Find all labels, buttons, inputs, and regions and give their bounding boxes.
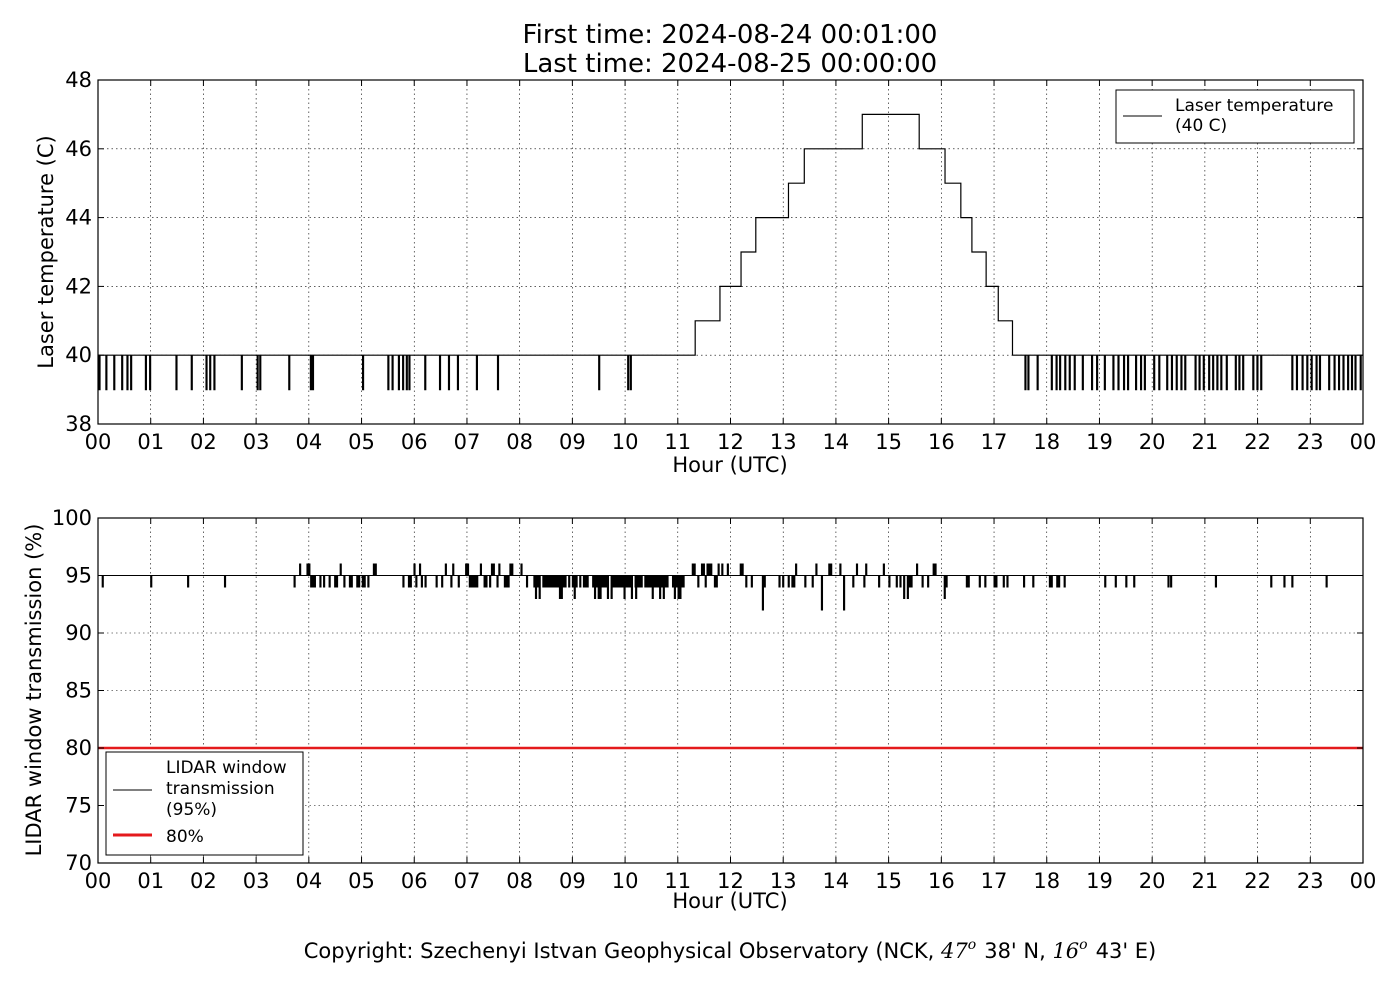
x-tick-label: 20 [1139, 430, 1166, 454]
y-tick-label: 42 [65, 274, 92, 298]
x-tick-label: 00 [85, 869, 112, 893]
x-tick-label: 13 [770, 430, 797, 454]
x-tick-label: 08 [506, 430, 533, 454]
x-tick-label: 21 [1192, 430, 1219, 454]
x-tick-label: 10 [612, 430, 639, 454]
y-tick-label: 48 [65, 68, 92, 92]
x-tick-label: 07 [454, 869, 481, 893]
x-tick-label: 15 [875, 869, 902, 893]
x-tick-label: 19 [1086, 430, 1113, 454]
lidar-legend-label-threshold: 80% [166, 827, 204, 847]
x-tick-label: 16 [928, 430, 955, 454]
y-tick-label: 70 [65, 851, 92, 875]
y-tick-label: 40 [65, 343, 92, 367]
lidar-y-axis-label: LIDAR window transmission (%) [22, 524, 46, 857]
lidar-legend: LIDAR window transmission (95%) 80% [105, 751, 304, 856]
x-tick-label: 11 [664, 430, 691, 454]
title-line-2: Last time: 2024-08-25 00:00:00 [523, 49, 937, 79]
laser-legend-label-line-1: Laser temperature [1175, 96, 1333, 116]
y-tick-label: 44 [65, 206, 92, 230]
x-tick-label: 05 [348, 430, 375, 454]
laser-series [98, 113, 1363, 391]
laser-x-axis-label: Hour (UTC) [672, 453, 787, 477]
x-tick-label: 01 [137, 430, 164, 454]
laser-temperature-line [98, 113, 1363, 391]
y-tick-label: 38 [65, 412, 92, 436]
x-tick-label: 01 [137, 869, 164, 893]
x-tick-label: 18 [1033, 869, 1060, 893]
laser-legend-label-line-2: (40 C) [1175, 116, 1227, 136]
x-tick-label: 09 [559, 869, 586, 893]
lidar-transmission-line [98, 563, 1363, 611]
x-tick-label: 22 [1244, 430, 1271, 454]
x-tick-label: 11 [664, 869, 691, 893]
x-tick-label: 00 [85, 430, 112, 454]
copyright-footer-prefix: Copyright: Szechenyi Istvan Geophysical … [304, 939, 941, 963]
longitude-degree-symbol: o [1079, 937, 1087, 953]
y-tick-label: 46 [65, 137, 92, 161]
x-tick-label: 14 [823, 430, 850, 454]
x-tick-label: 03 [243, 869, 270, 893]
lidar-legend-label-line-1: LIDAR window [166, 758, 287, 778]
y-tick-label: 80 [65, 736, 92, 760]
x-tick-label: 14 [823, 869, 850, 893]
x-tick-label: 12 [717, 869, 744, 893]
x-tick-label: 12 [717, 430, 744, 454]
copyright-footer: Copyright: Szechenyi Istvan Geophysical … [304, 937, 1157, 963]
title-line-1: First time: 2024-08-24 00:01:00 [523, 20, 938, 50]
y-tick-label: 75 [65, 794, 92, 818]
latitude-degree-symbol: o [968, 937, 976, 953]
y-tick-label: 95 [65, 564, 92, 588]
x-tick-label: 15 [875, 430, 902, 454]
x-tick-label: 06 [401, 869, 428, 893]
x-tick-label: 17 [981, 430, 1008, 454]
x-tick-label: 04 [295, 430, 322, 454]
lidar-series [98, 563, 1363, 750]
x-tick-label: 10 [612, 869, 639, 893]
y-tick-label: 90 [65, 621, 92, 645]
x-tick-label: 20 [1139, 869, 1166, 893]
x-tick-label: 02 [190, 869, 217, 893]
lidar-legend-box [105, 751, 304, 856]
laser-y-axis-label: Laser temperature (C) [34, 135, 58, 368]
x-tick-label: 06 [401, 430, 428, 454]
x-tick-label: 18 [1033, 430, 1060, 454]
laser-temperature-panel: 00 01 02 03 04 05 06 07 08 09 10 11 12 13 14 15 16 17 18 19… [34, 68, 1376, 477]
longitude-minutes: 43' E) [1096, 939, 1157, 963]
laser-ticks: 00 01 02 03 04 05 06 07 08 09 10 11 12 13 14 15 16 17 18 19… [65, 68, 1376, 454]
y-tick-label: 100 [52, 506, 92, 530]
x-tick-label: 09 [559, 430, 586, 454]
y-tick-label: 85 [65, 679, 92, 703]
lidar-legend-label-line-3: (95%) [166, 800, 217, 820]
lidar-legend-label-line-2: transmission [166, 779, 275, 799]
laser-legend: Laser temperature (40 C) [1115, 89, 1355, 144]
longitude-degrees: 16 [1052, 939, 1079, 963]
lidar-x-axis-label: Hour (UTC) [672, 889, 787, 913]
x-tick-label: 21 [1192, 869, 1219, 893]
x-tick-label: 00 [1350, 869, 1377, 893]
lidar-ticks: 00 01 02 03 04 05 06 07 08 09 10 11 12 13 14 15 16 17 18 19… [52, 506, 1376, 893]
lidar-transmission-panel: 00 01 02 03 04 05 06 07 08 09 10 11 12 13 14 15 16 17 18 19… [22, 506, 1376, 913]
latitude-degrees: 47 [940, 939, 968, 963]
x-tick-label: 08 [506, 869, 533, 893]
x-tick-label: 23 [1297, 430, 1324, 454]
latitude-minutes: 38' N, [984, 939, 1052, 963]
x-tick-label: 00 [1350, 430, 1377, 454]
x-tick-label: 03 [243, 430, 270, 454]
x-tick-label: 07 [454, 430, 481, 454]
x-tick-label: 02 [190, 430, 217, 454]
x-tick-label: 17 [981, 869, 1008, 893]
x-tick-label: 19 [1086, 869, 1113, 893]
x-tick-label: 16 [928, 869, 955, 893]
x-tick-label: 23 [1297, 869, 1324, 893]
x-tick-label: 04 [295, 869, 322, 893]
x-tick-label: 22 [1244, 869, 1271, 893]
x-tick-label: 13 [770, 869, 797, 893]
x-tick-label: 05 [348, 869, 375, 893]
